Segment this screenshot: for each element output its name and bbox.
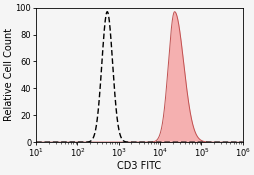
X-axis label: CD3 FITC: CD3 FITC — [117, 161, 161, 171]
Y-axis label: Relative Cell Count: Relative Cell Count — [4, 28, 14, 121]
